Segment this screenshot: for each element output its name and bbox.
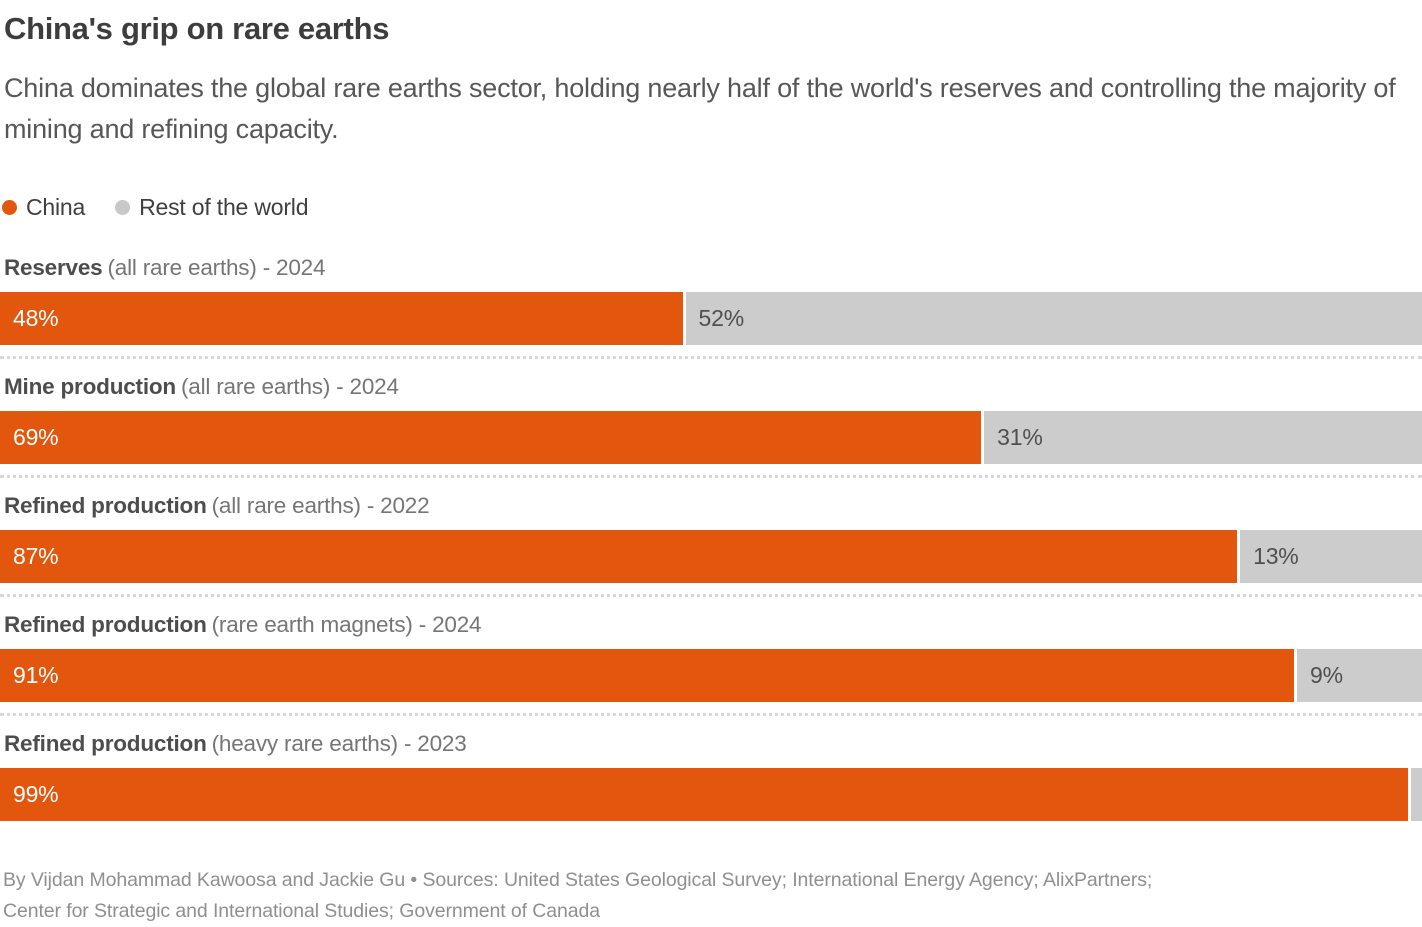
bar-group-label: Refined production (all rare earths) - 20… (0, 492, 1422, 520)
legend-label-rest: Rest of the world (139, 194, 309, 220)
bar-group-refined-heavy: Refined production (heavy rare earths) - … (0, 730, 1422, 821)
bar-segment-china: 48% (0, 292, 683, 345)
bar-segment-china: 87% (0, 530, 1238, 583)
bar-group-label: Refined production (rare earth magnets) -… (0, 611, 1422, 639)
divider (0, 713, 1422, 716)
bar-group-label-detail: (all rare earths) - 2024 (180, 374, 399, 399)
bar-group-refined-all: Refined production (all rare earths) - 20… (0, 492, 1422, 597)
bar-group-label-bold: Reserves (4, 255, 103, 280)
bar-group-label-detail: (rare earth magnets) - 2024 (211, 612, 482, 637)
bar-group-label: Reserves (all rare earths) - 2024 (0, 254, 1422, 282)
bar-group-label-detail: (all rare earths) - 2024 (107, 255, 326, 280)
legend-dot-rest-icon (115, 200, 131, 215)
stacked-bar: 99% (0, 768, 1422, 821)
bar-value-rest: 31% (997, 424, 1043, 450)
bar-segment-china: 91% (0, 649, 1295, 702)
divider (0, 475, 1422, 478)
bar-value-rest: 13% (1253, 543, 1299, 569)
bar-group-reserves: Reserves (all rare earths) - 2024 48% 52% (0, 254, 1422, 359)
divider (0, 356, 1422, 359)
bar-value-rest: 9% (1310, 662, 1343, 688)
bar-value-china: 69% (13, 424, 59, 450)
bar-groups: Reserves (all rare earths) - 2024 48% 52%… (0, 254, 1422, 821)
legend-dot-china-icon (2, 200, 17, 215)
bar-group-label: Mine production (all rare earths) - 2024 (0, 373, 1422, 401)
footer-line-2: Center for Strategic and International S… (3, 900, 600, 922)
bar-segment-rest: 31% (984, 411, 1422, 464)
bar-group-label-bold: Refined production (4, 612, 207, 637)
bar-value-china: 99% (13, 781, 59, 807)
stacked-bar: 48% 52% (0, 292, 1422, 345)
bar-group-mine-production: Mine production (all rare earths) - 2024 … (0, 373, 1422, 478)
legend-item-rest: Rest of the world (115, 194, 308, 221)
bar-value-china: 48% (13, 305, 59, 331)
bar-value-china: 91% (13, 662, 59, 688)
bar-group-label-detail: (all rare earths) - 2022 (211, 493, 430, 518)
bar-segment-rest: 13% (1240, 530, 1422, 583)
bar-group-label-bold: Refined production (4, 493, 207, 518)
stacked-bar: 91% 9% (0, 649, 1422, 702)
bar-segment-rest (1410, 768, 1422, 821)
bar-segment-china: 99% (0, 768, 1408, 821)
legend: China Rest of the world (0, 194, 1422, 221)
legend-label-china: China (26, 194, 86, 220)
chart-subtitle: China dominates the global rare earths s… (4, 73, 1396, 144)
bar-group-label: Refined production (heavy rare earths) - … (0, 730, 1422, 758)
bar-segment-china: 69% (0, 411, 982, 464)
divider (0, 594, 1422, 597)
bar-value-china: 87% (13, 543, 59, 569)
bar-group-label-detail: (heavy rare earths) - 2023 (211, 731, 467, 756)
bar-segment-rest: 52% (685, 292, 1422, 345)
footer-byline-sources: By Vijdan Mohammad Kawoosa and Jackie Gu… (0, 865, 1422, 927)
bar-segment-rest: 9% (1297, 649, 1422, 702)
bar-group-refined-magnets: Refined production (rare earth magnets) -… (0, 611, 1422, 716)
chart-title: China's grip on rare earths (4, 11, 390, 46)
stacked-bar: 69% 31% (0, 411, 1422, 464)
stacked-bar: 87% 13% (0, 530, 1422, 583)
legend-item-china: China (2, 194, 85, 221)
bar-value-rest: 52% (698, 305, 745, 331)
bar-group-label-bold: Refined production (4, 731, 207, 756)
footer-line-1: By Vijdan Mohammad Kawoosa and Jackie Gu… (3, 869, 1153, 891)
bar-group-label-bold: Mine production (4, 374, 176, 399)
